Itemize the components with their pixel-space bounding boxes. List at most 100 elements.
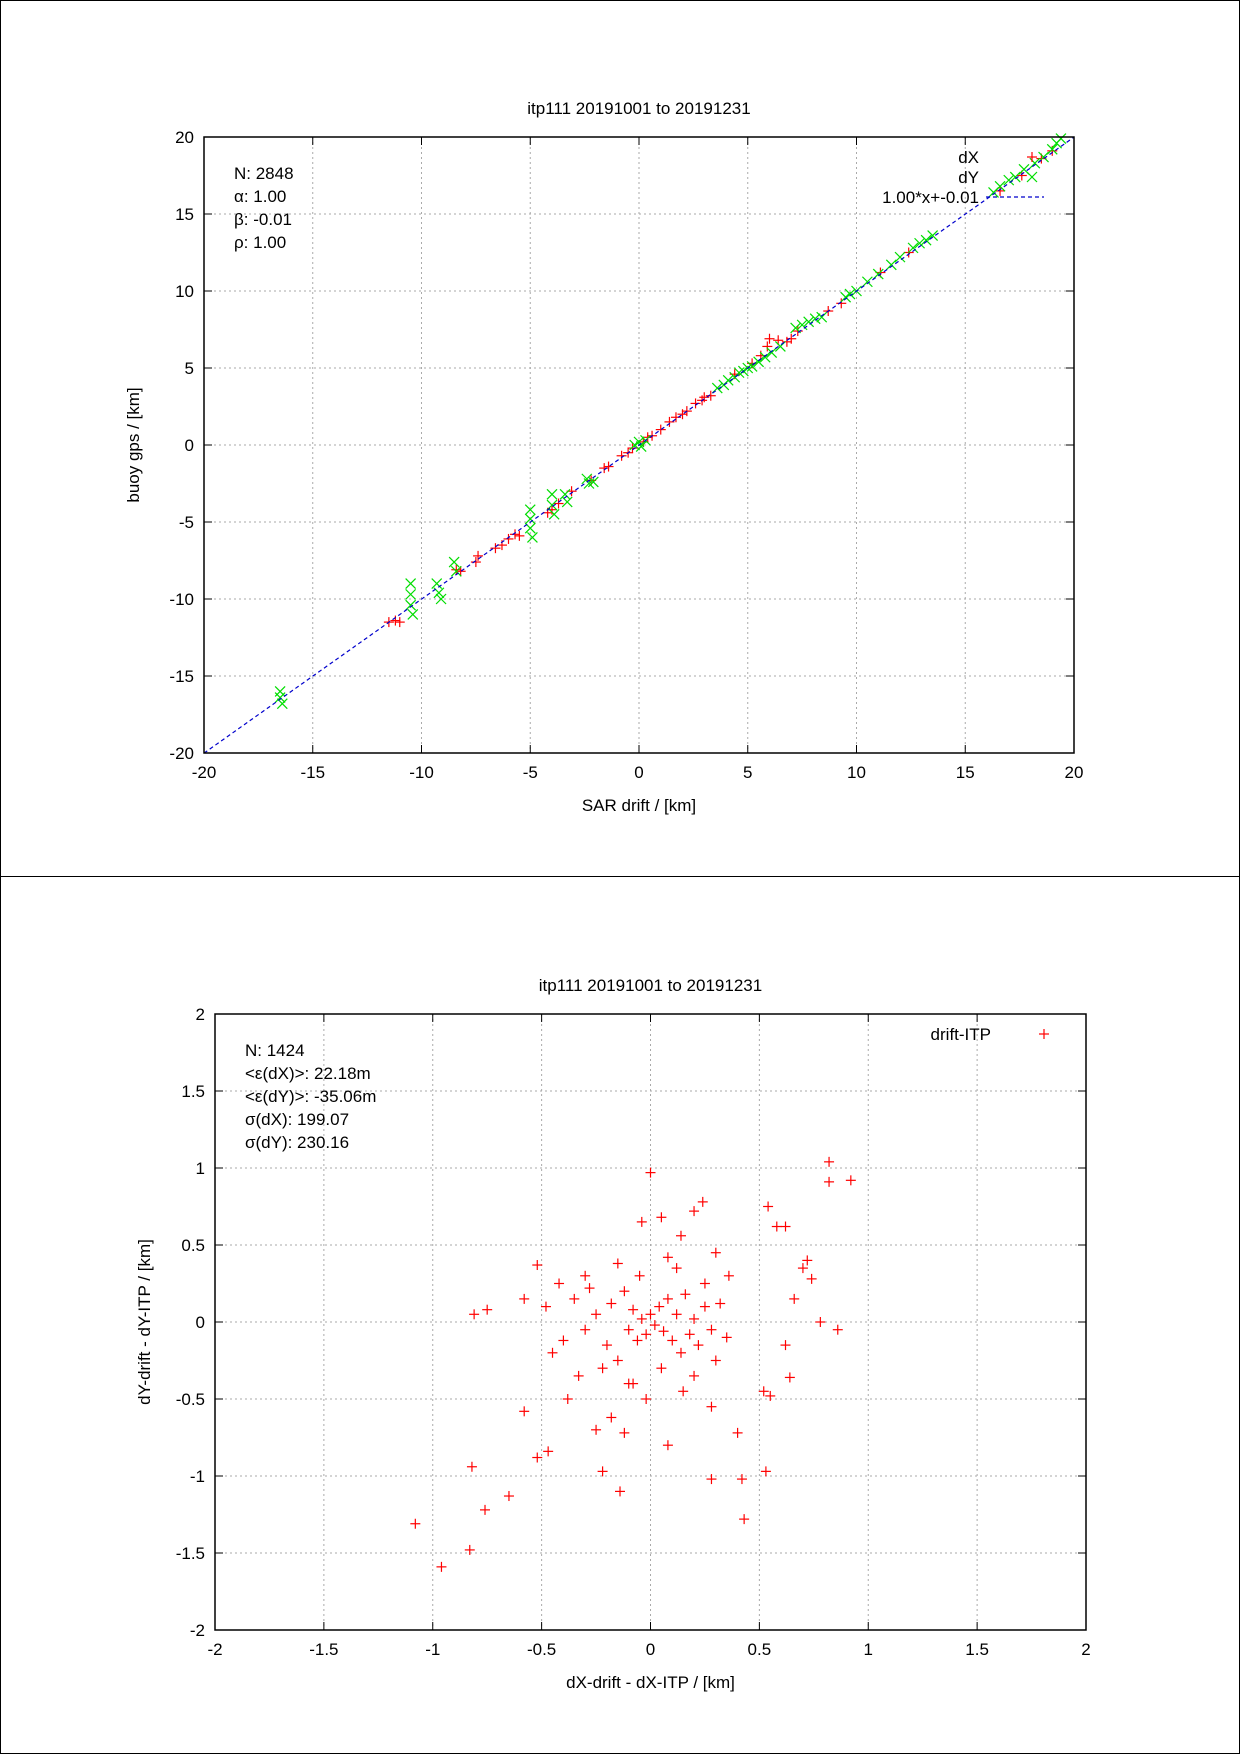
c1-point bbox=[628, 1304, 639, 1315]
c0-xtick-label: 5 bbox=[743, 763, 752, 782]
c1-point bbox=[562, 1394, 573, 1404]
c0-point-b bbox=[405, 599, 417, 611]
c0-point bbox=[994, 180, 1006, 192]
c0-legend-swatch-b bbox=[1026, 171, 1038, 183]
c0-point bbox=[914, 237, 925, 249]
c1-point bbox=[824, 1156, 835, 1167]
c1-xlabel: dX-drift - dX-ITP / [km] bbox=[566, 1673, 735, 1692]
c0-point-b bbox=[448, 556, 460, 568]
c0-point bbox=[394, 617, 405, 628]
c0-point-b bbox=[581, 473, 593, 485]
c0-point-b bbox=[561, 496, 573, 508]
c0-xtick-label: 10 bbox=[847, 763, 866, 782]
c0-point bbox=[431, 578, 443, 590]
c0-point bbox=[407, 608, 419, 620]
c1-point bbox=[636, 1216, 647, 1227]
c0-point bbox=[503, 533, 514, 544]
c1-point bbox=[675, 1347, 686, 1358]
c1-point bbox=[699, 1301, 710, 1312]
c0-point bbox=[796, 319, 808, 331]
c0-point-b bbox=[907, 242, 919, 254]
c1-point bbox=[591, 1309, 602, 1320]
c0-point-b bbox=[766, 347, 778, 359]
c0-legend-label: dX bbox=[958, 148, 979, 167]
c1-point bbox=[662, 1440, 673, 1451]
c1-point bbox=[641, 1329, 652, 1340]
c1-point bbox=[543, 1446, 554, 1457]
c0-point bbox=[470, 557, 481, 568]
c1-title: itp111 20191001 to 20191231 bbox=[539, 976, 762, 995]
c1-point bbox=[689, 1313, 700, 1324]
c0-xtick-label: 15 bbox=[956, 763, 975, 782]
c1-point bbox=[765, 1390, 776, 1401]
c1-point bbox=[784, 1372, 795, 1383]
c0-point-b bbox=[1029, 157, 1041, 169]
c1-xtick-label: 1 bbox=[864, 1640, 873, 1659]
c0-point bbox=[524, 513, 536, 525]
c1-point bbox=[667, 1335, 678, 1346]
c1-point bbox=[532, 1452, 543, 1463]
chart-top: itp111 20191001 to 20191231 -20 -15 -10 -5 0 5… bbox=[124, 99, 1083, 815]
c1-point bbox=[634, 1270, 645, 1281]
c0-series-2 bbox=[203, 136, 1075, 754]
c0-point bbox=[786, 333, 797, 344]
c1-point bbox=[645, 1167, 656, 1178]
c0-point-b bbox=[753, 356, 765, 368]
c0-point bbox=[405, 599, 417, 611]
c0-xtick-label: -5 bbox=[523, 763, 538, 782]
c1-point bbox=[580, 1270, 591, 1281]
c1-point bbox=[797, 1263, 808, 1274]
c0-point bbox=[451, 564, 462, 575]
c0-point-b bbox=[885, 259, 897, 271]
c0-point-b bbox=[276, 698, 288, 710]
c1-ytick-label: 1.5 bbox=[181, 1082, 205, 1101]
c0-point bbox=[635, 441, 647, 452]
c1-xtick-label: -0.5 bbox=[527, 1640, 556, 1659]
c1-point bbox=[519, 1293, 530, 1304]
c0-ytick-label: 15 bbox=[175, 205, 194, 224]
c0-point-b bbox=[405, 588, 417, 600]
c0-point bbox=[764, 333, 775, 344]
c0-point-b bbox=[548, 508, 560, 520]
c0-point-b bbox=[635, 441, 647, 452]
c0-point-b bbox=[894, 251, 906, 263]
c1-point bbox=[645, 1309, 656, 1320]
c0-ylabel: buoy gps / [km] bbox=[124, 387, 143, 502]
c1-xtick-label: -1.5 bbox=[309, 1640, 338, 1659]
c0-point-b bbox=[803, 316, 815, 328]
c0-legend-label: 1.00*x+-0.01 bbox=[882, 188, 979, 207]
c0-point-b bbox=[524, 504, 536, 516]
c1-point bbox=[658, 1326, 669, 1337]
c0-point-b bbox=[587, 476, 599, 488]
c1-point bbox=[619, 1427, 630, 1438]
c0-xtick-label: -15 bbox=[300, 763, 325, 782]
c0-point-b bbox=[546, 488, 558, 500]
c1-point bbox=[619, 1286, 630, 1297]
c1-point bbox=[532, 1260, 543, 1271]
c1-point bbox=[684, 1329, 695, 1340]
c1-plot-frame bbox=[214, 1013, 1087, 1631]
c1-point bbox=[636, 1313, 647, 1324]
c0-point-b bbox=[524, 522, 536, 534]
c0-point-b bbox=[527, 531, 538, 543]
c1-point bbox=[436, 1561, 447, 1572]
c1-stat-line: N: 1424 bbox=[245, 1041, 305, 1060]
c1-point bbox=[597, 1363, 608, 1374]
c1-ytick-label: -1 bbox=[190, 1467, 205, 1486]
c1-ytick-label: 1 bbox=[196, 1159, 205, 1178]
c0-legend-swatch bbox=[1027, 152, 1037, 162]
c1-point bbox=[606, 1412, 617, 1423]
c0-point bbox=[559, 488, 571, 500]
c0-point bbox=[655, 424, 666, 435]
c0-point bbox=[894, 251, 906, 263]
c1-point bbox=[693, 1340, 704, 1351]
c1-point bbox=[656, 1212, 667, 1223]
c0-legend-swatch bbox=[1026, 171, 1038, 183]
c1-series-0 bbox=[410, 1156, 856, 1572]
c0-point-b bbox=[407, 608, 419, 620]
c0-point-b bbox=[1046, 143, 1058, 155]
c0-point-b bbox=[790, 322, 802, 334]
c0-point-b bbox=[914, 237, 925, 249]
c0-ytick-label: 10 bbox=[175, 282, 194, 301]
c0-point bbox=[435, 593, 447, 605]
